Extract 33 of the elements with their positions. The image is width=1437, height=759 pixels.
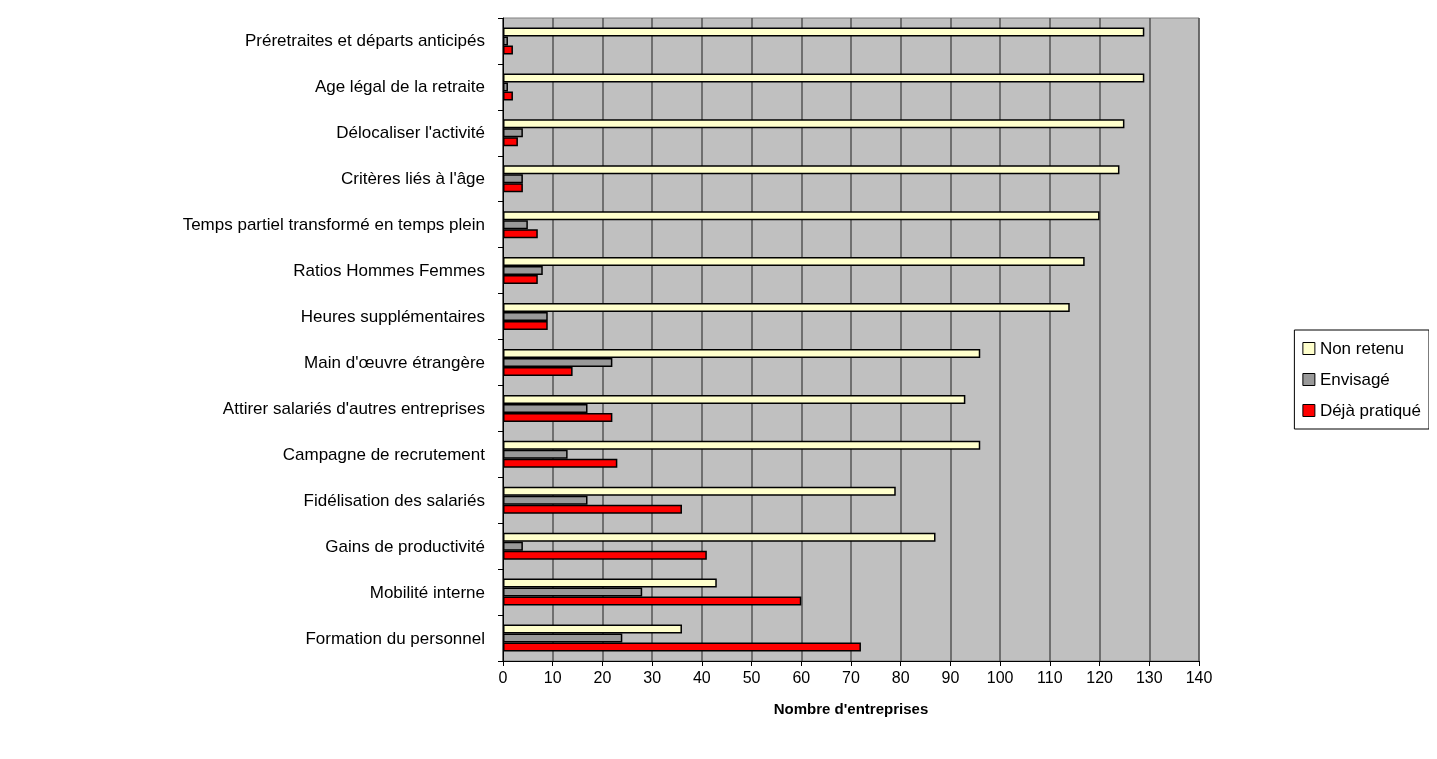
x-tick-label: 10 xyxy=(543,668,562,686)
x-tick-label: 60 xyxy=(792,668,811,686)
x-tick-label: 70 xyxy=(842,668,860,686)
y-tick-label: Critères liés à l'âge xyxy=(340,169,485,189)
y-tick-label: Temps partiel transformé en temps plein xyxy=(182,215,485,235)
legend-label: Déjà pratiqué xyxy=(1319,401,1421,420)
y-tick-label: Heures supplémentaires xyxy=(300,307,485,327)
x-tick-label: 90 xyxy=(941,668,960,686)
y-tick-label: Mobilité interne xyxy=(369,582,485,602)
legend-label: Non retenu xyxy=(1319,339,1404,358)
x-tick-label: 50 xyxy=(742,668,761,686)
x-tick-label: 120 xyxy=(1086,668,1114,686)
y-tick-label: Fidélisation des salariés xyxy=(303,490,485,510)
legend-label: Envisagé xyxy=(1319,370,1390,389)
x-axis-title: Nombre d'entreprises xyxy=(773,700,929,717)
y-tick-label: Attirer salariés d'autres entreprises xyxy=(222,398,485,418)
y-tick-label: Campagne de recrutement xyxy=(282,444,486,464)
y-tick-label: Main d'œuvre étrangère xyxy=(304,352,485,372)
x-tick-label: 20 xyxy=(593,668,612,686)
x-tick-label: 30 xyxy=(643,668,662,686)
y-tick-label: Formation du personnel xyxy=(305,628,485,648)
y-tick-label: Age légal de la retraite xyxy=(314,77,485,97)
x-tick-label: 130 xyxy=(1135,668,1163,686)
x-tick-label: 80 xyxy=(891,668,910,686)
y-tick-label: Ratios Hommes Femmes xyxy=(293,261,485,281)
y-tick-label: Préretraites et départs anticipés xyxy=(244,31,485,51)
y-tick-label: Gains de productivité xyxy=(325,536,485,556)
x-tick-label: 140 xyxy=(1185,668,1213,686)
x-tick-label: 100 xyxy=(986,668,1014,686)
x-tick-label: 40 xyxy=(692,668,711,686)
x-tick-label: 0 xyxy=(498,668,508,686)
y-tick-label: Délocaliser l'activité xyxy=(336,123,485,143)
x-tick-label: 110 xyxy=(1037,668,1063,686)
